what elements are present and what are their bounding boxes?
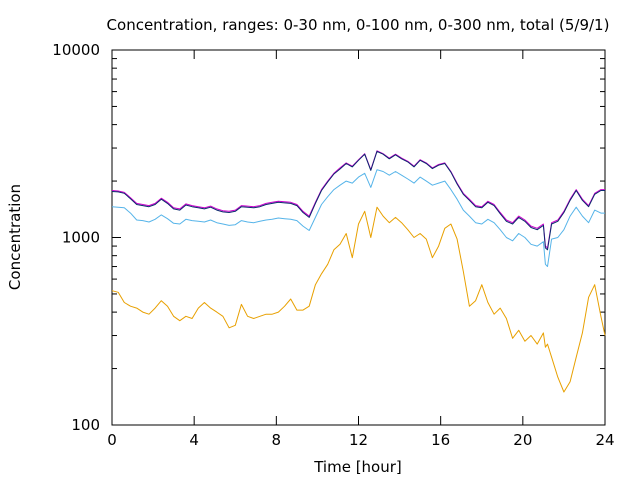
series-group bbox=[111, 150, 606, 393]
series-line-2 bbox=[111, 169, 605, 267]
y-tick-label: 100 bbox=[71, 416, 100, 434]
x-tick-label: 4 bbox=[189, 431, 199, 449]
y-axis-label: Concentration bbox=[6, 184, 24, 290]
x-axis-ticks: 0 4 8 12 16 20 24 bbox=[107, 50, 615, 449]
series-line-4 bbox=[111, 150, 605, 251]
y-tick-label: 1000 bbox=[62, 229, 100, 247]
x-tick-label: 16 bbox=[431, 431, 450, 449]
x-tick-label: 0 bbox=[107, 431, 117, 449]
x-tick-label: 12 bbox=[349, 431, 368, 449]
x-tick-label: 8 bbox=[272, 431, 282, 449]
y-tick-label: 10000 bbox=[52, 41, 100, 59]
y-axis-ticks: 100 1000 10000 bbox=[52, 41, 605, 434]
x-tick-label: 20 bbox=[513, 431, 532, 449]
series-line-1 bbox=[111, 206, 606, 393]
plot-border bbox=[111, 49, 606, 426]
x-tick-label: 24 bbox=[595, 431, 614, 449]
series-line-3 bbox=[111, 150, 605, 249]
x-axis-label: Time [hour] bbox=[313, 458, 402, 476]
chart-title: Concentration, ranges: 0-30 nm, 0-100 nm… bbox=[107, 16, 610, 34]
plot-frame bbox=[111, 49, 606, 426]
